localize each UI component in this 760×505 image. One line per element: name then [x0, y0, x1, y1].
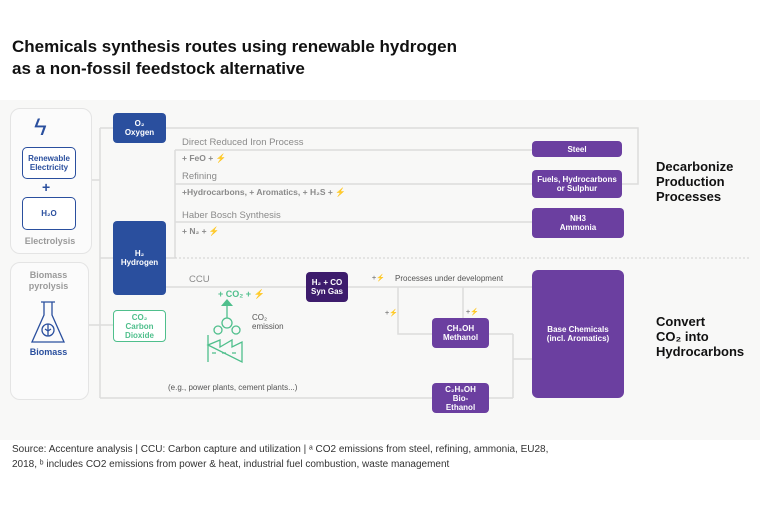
biomass-label: Biomass — [29, 347, 68, 357]
h2o-box: H₂O — [22, 197, 76, 230]
lightning-icon: ϟ — [34, 114, 47, 141]
electrolysis-label: Electrolysis — [24, 236, 76, 246]
biomass-card — [10, 262, 89, 400]
plus-icon: + — [42, 179, 51, 195]
syngas-box: H₂ + CO Syn Gas — [306, 272, 348, 302]
co2-box: CO₂ Carbon Dioxide — [113, 310, 166, 342]
decarbonize-heading: Decarbonize Production Processes — [656, 159, 734, 204]
ccu-label: CCU — [189, 274, 210, 285]
process-name: Refining — [182, 171, 217, 182]
under-development-label: Processes under development — [395, 274, 504, 283]
process-inputs: + FeO + ⚡ — [182, 153, 227, 163]
oxygen-box: O₂ Oxygen — [113, 113, 166, 143]
examples-label: (e.g., power plants, cement plants...) — [168, 383, 298, 392]
ccu-inputs: + CO₂ + ⚡ — [218, 289, 265, 299]
page-title: Chemicals synthesis routes using renewab… — [12, 37, 457, 78]
process-name: Direct Reduced Iron Process — [182, 137, 304, 148]
base-chemicals-box: Base Chemicals (incl. Aromatics) — [532, 270, 624, 398]
energy-label: +⚡ — [372, 275, 385, 282]
renewable-electricity-box: Renewable Electricity — [22, 147, 76, 179]
energy-label: +⚡ — [385, 310, 398, 317]
process-inputs: + N₂ + ⚡ — [182, 226, 220, 236]
convert-heading: Convert CO₂ into Hydrocarbons — [656, 314, 745, 359]
ammonia-box: NH3 Ammonia — [532, 208, 624, 238]
hydrogen-box: H₂ Hydrogen — [113, 221, 166, 295]
source-note: Source: Accenture analysis | CCU: Carbon… — [12, 444, 549, 470]
co2-emission-label: CO₂ emission — [252, 313, 284, 331]
methanol-box: CH₃OH Methanol — [432, 318, 489, 348]
fuels-box: Fuels, Hydrocarbons or Sulphur — [532, 170, 622, 198]
energy-label: +⚡ — [466, 309, 479, 316]
process-name: Haber Bosch Synthesis — [182, 210, 281, 221]
biomass-pyrolysis-label: Biomass pyrolysis — [28, 270, 69, 291]
ethanol-box: C₂H₅OH Bio- Ethanol — [432, 383, 489, 413]
process-inputs: +Hydrocarbons, + Aromatics, + H₂S + ⚡ — [182, 187, 346, 197]
steel-box: Steel — [532, 141, 622, 157]
